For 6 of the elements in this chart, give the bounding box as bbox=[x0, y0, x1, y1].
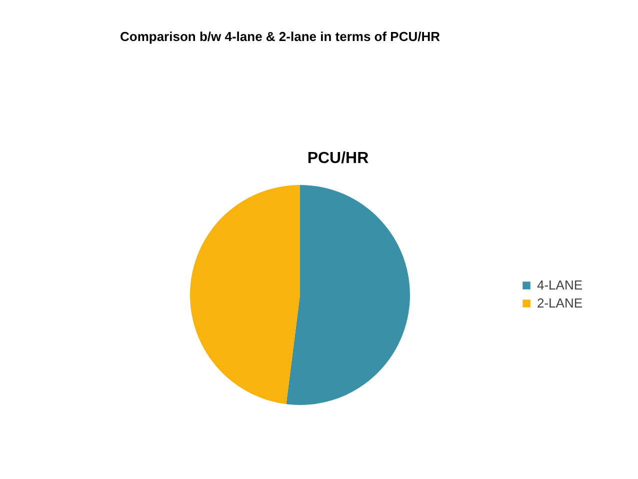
pie-slice bbox=[286, 185, 410, 405]
legend-label: 2-LANE bbox=[537, 296, 583, 310]
legend-label: 4-LANE bbox=[537, 278, 583, 292]
chart-title: Comparison b/w 4-lane & 2-lane in terms of PCU/HR bbox=[120, 29, 441, 44]
chart-subtitle: PCU/HR bbox=[307, 150, 370, 167]
pie-slice bbox=[190, 185, 300, 404]
